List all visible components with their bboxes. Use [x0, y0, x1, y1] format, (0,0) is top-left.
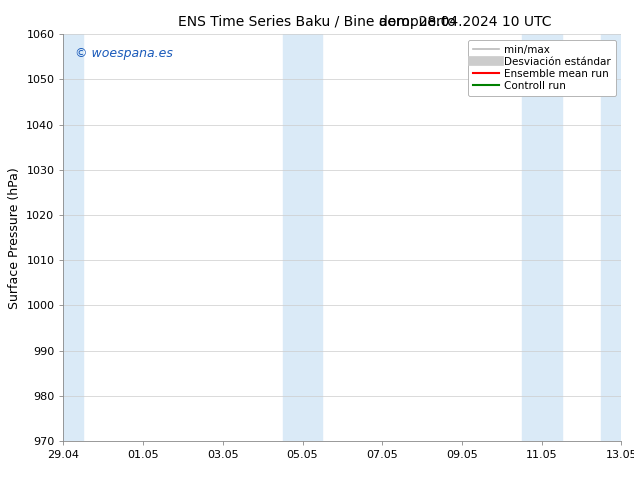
Y-axis label: Surface Pressure (hPa): Surface Pressure (hPa)	[8, 167, 21, 309]
Text: © woespana.es: © woespana.es	[75, 47, 172, 59]
Bar	[63, 34, 83, 441]
Bar	[602, 34, 621, 441]
Legend: min/max, Desviación estándar, Ensemble mean run, Controll run: min/max, Desviación estándar, Ensemble m…	[468, 40, 616, 96]
Text: ENS Time Series Baku / Bine aeropuerto: ENS Time Series Baku / Bine aeropuerto	[178, 15, 456, 29]
Bar	[522, 34, 562, 441]
Bar	[283, 34, 323, 441]
Text: dom. 28.04.2024 10 UTC: dom. 28.04.2024 10 UTC	[379, 15, 552, 29]
